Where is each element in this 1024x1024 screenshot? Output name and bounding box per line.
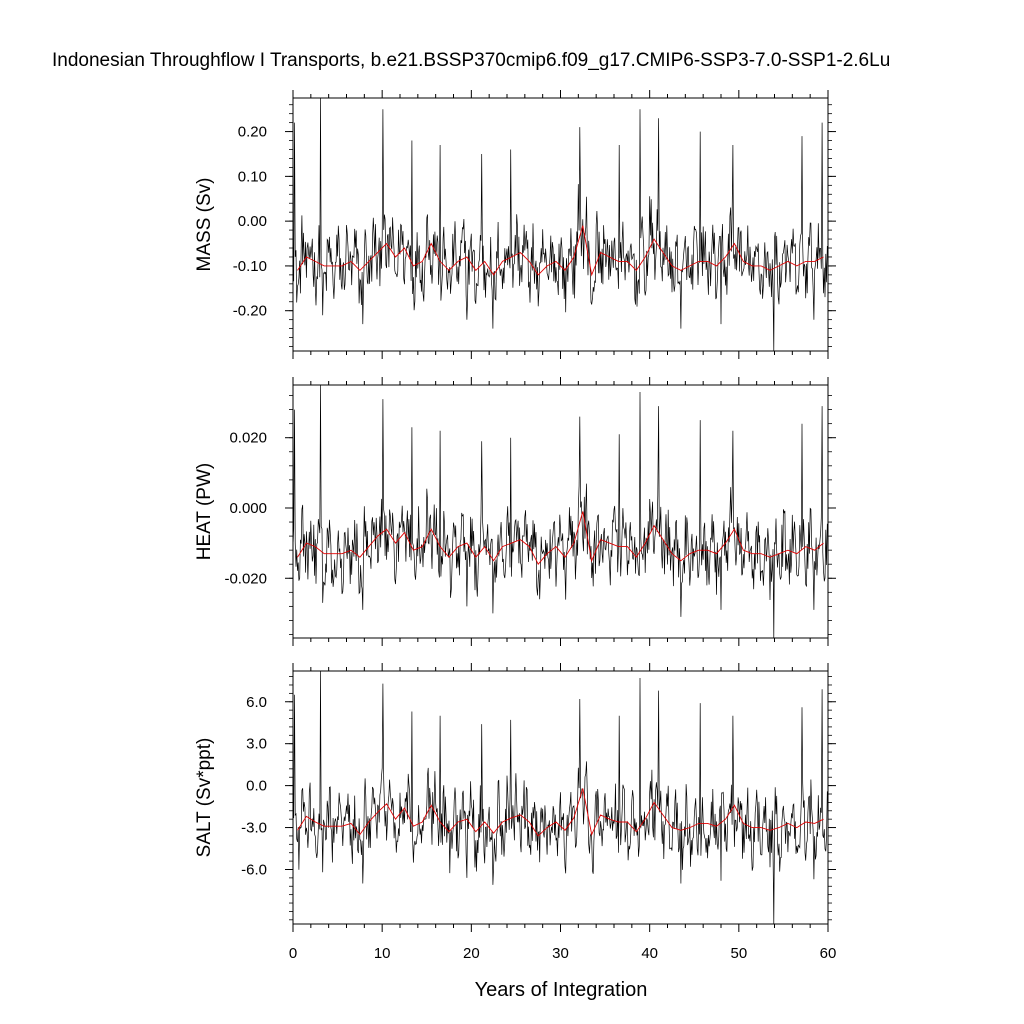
y-tick-label: -0.20: [233, 303, 267, 320]
monthly-series-line: [292, 670, 828, 925]
x-axis: 0 10 20 30 40 50 60: [289, 945, 837, 962]
x-tick-label: 10: [374, 945, 391, 962]
panel-3: 6.0 3.0 0.0 -3.0 -6.0 SALT (Sv*ppt): [194, 663, 836, 932]
y-tick-label: 6.0: [246, 694, 267, 711]
monthly-series-line: [292, 97, 828, 352]
y-tick-label: 0.20: [238, 124, 267, 141]
y-tick-label: -0.020: [224, 570, 267, 587]
annual-mean-line: [297, 788, 824, 837]
chart-title: Indonesian Throughflow I Transports, b.e…: [52, 50, 890, 71]
y-tick-label: 0.10: [238, 168, 267, 185]
y-axis-label: SALT (Sv*ppt): [194, 738, 215, 858]
x-tick-label: 30: [552, 945, 569, 962]
monthly-series-line: [292, 384, 828, 639]
y-tick-label: 0.0: [246, 778, 267, 795]
y-tick-label: 0.00: [238, 213, 267, 230]
y-tick-label: -0.10: [233, 258, 267, 275]
y-tick-label: 0.020: [229, 430, 267, 447]
y-tick-label: 3.0: [246, 736, 267, 753]
y-tick-label: -3.0: [241, 820, 267, 837]
x-tick-label: 60: [820, 945, 837, 962]
x-tick-label: 50: [730, 945, 747, 962]
panel-1: 0.20 0.10 0.00 -0.10 -0.20 MASS (Sv): [194, 90, 836, 359]
y-axis-label: MASS (Sv): [194, 178, 215, 272]
y-axis-label: HEAT (PW): [194, 463, 215, 560]
panel-frame: [292, 384, 829, 639]
y-tick-label: -6.0: [241, 861, 267, 878]
x-axis-label: Years of Integration: [475, 979, 648, 1001]
y-tick-label: 0.000: [229, 500, 267, 517]
annual-mean-line: [297, 225, 824, 277]
annual-mean-line: [297, 511, 824, 566]
panel-2: 0.020 0.000 -0.020 HEAT (PW): [194, 377, 836, 646]
x-tick-label: 20: [463, 945, 480, 962]
x-tick-label: 0: [289, 945, 297, 962]
x-tick-label: 40: [641, 945, 658, 962]
